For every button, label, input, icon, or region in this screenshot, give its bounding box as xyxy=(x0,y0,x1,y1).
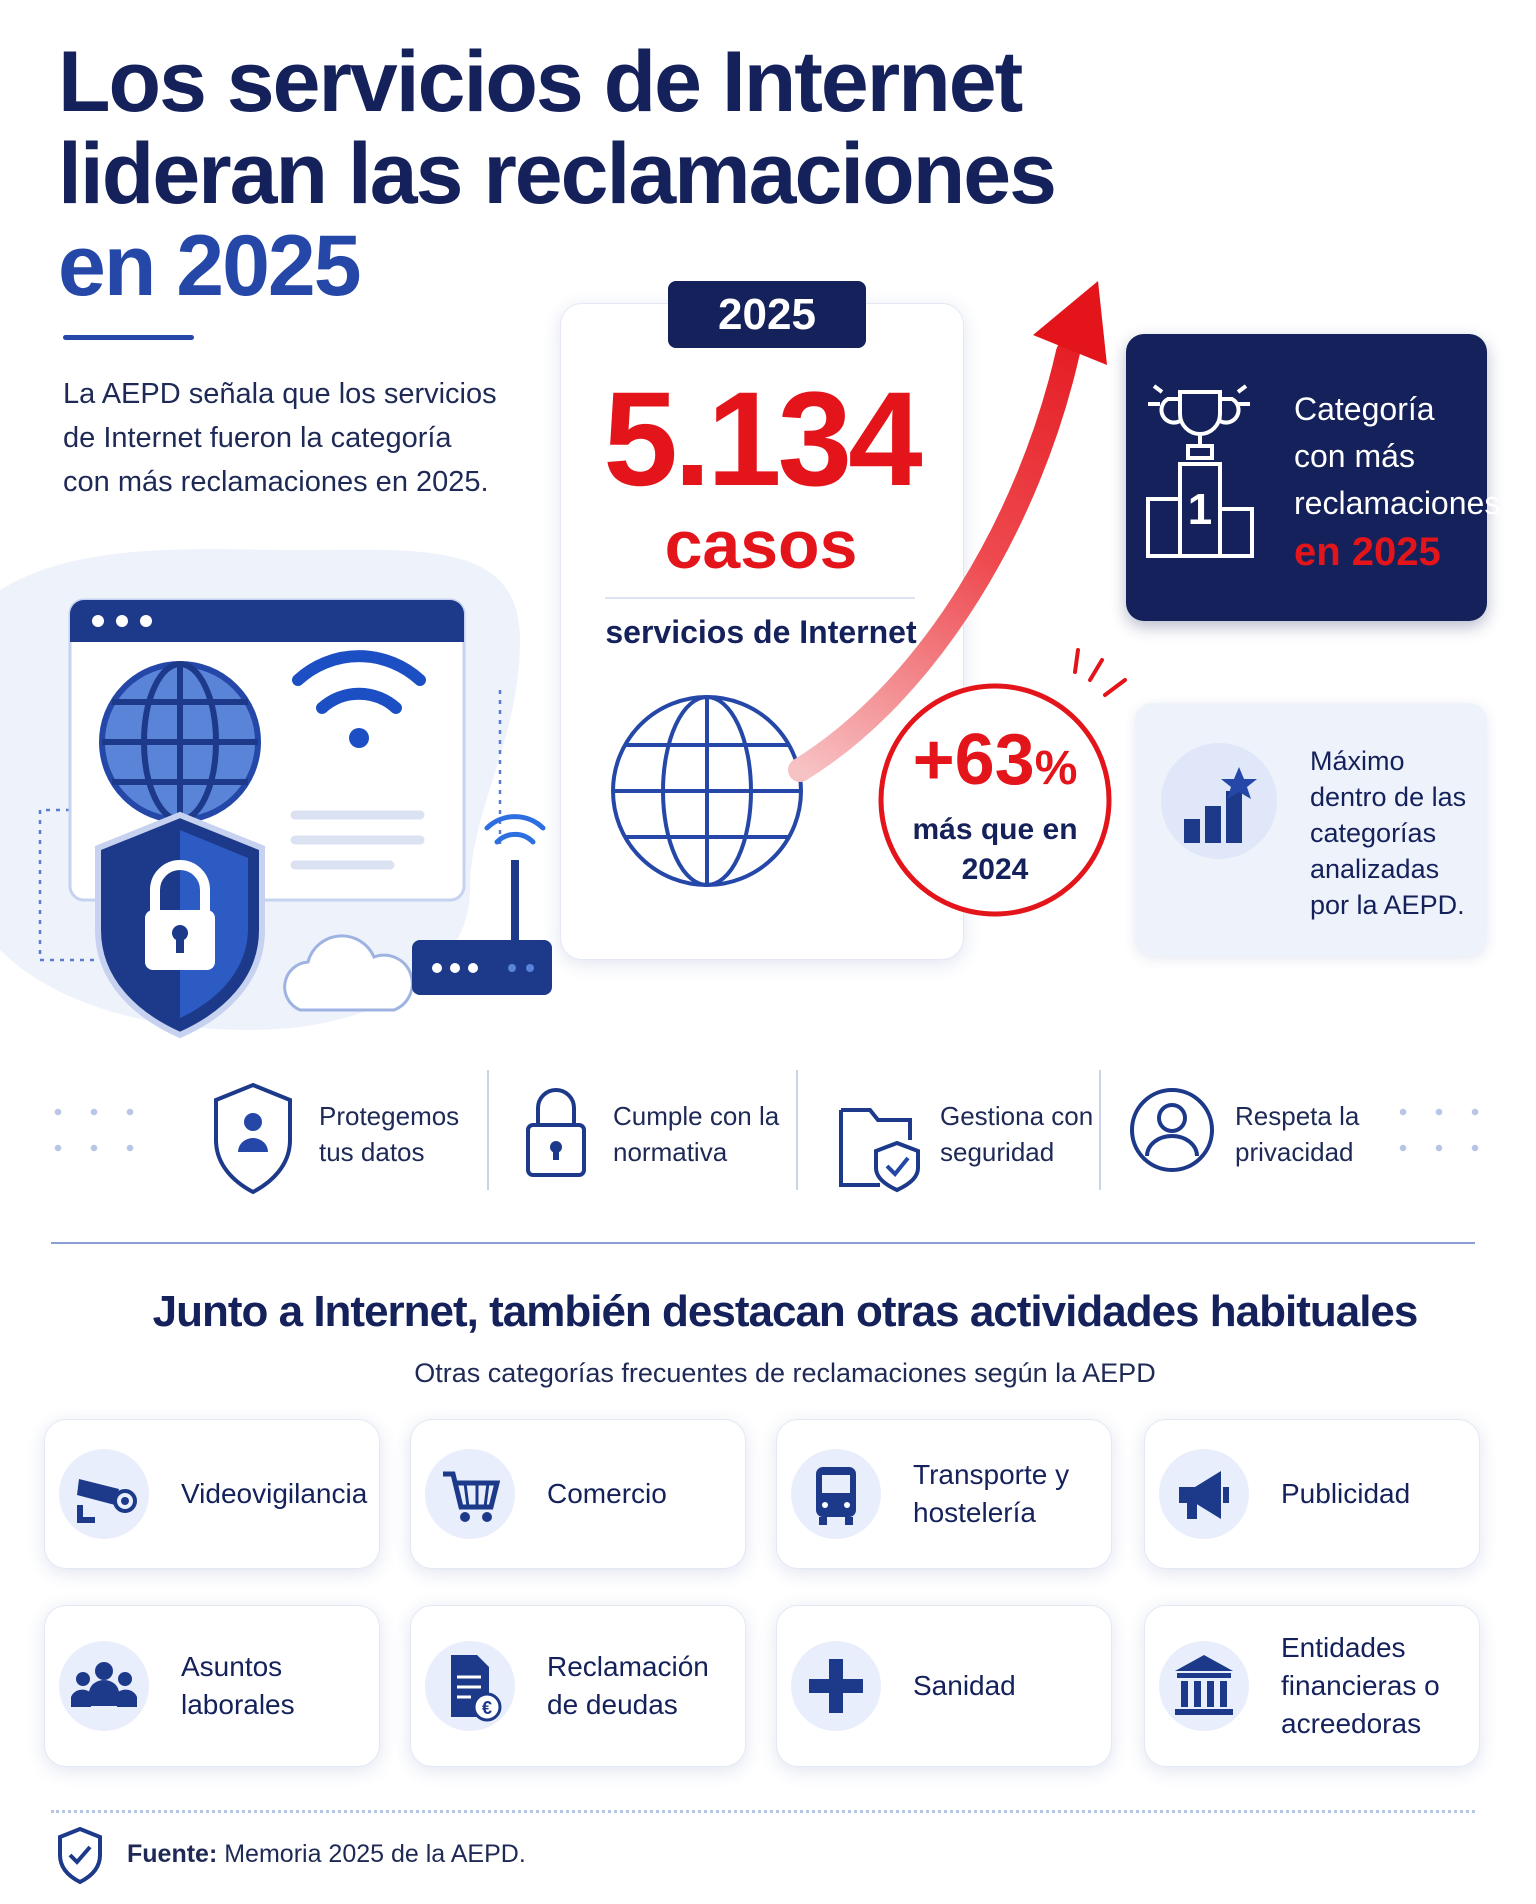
title-line: en 2025 xyxy=(58,218,362,314)
title-line: lideran las reclamaciones xyxy=(58,126,1057,222)
category-label: Asuntos laborales xyxy=(181,1651,295,1720)
category-label: Entidades financieras o acreedoras xyxy=(1281,1632,1440,1739)
feature-icons xyxy=(214,1070,1214,1195)
dots xyxy=(40,1094,150,1174)
growth-value-wrap: +63% xyxy=(881,720,1109,809)
dots xyxy=(1385,1094,1495,1174)
footer-shield xyxy=(58,1826,102,1885)
max-card: Máximo dentro de las categorías analizad… xyxy=(1135,703,1487,956)
category-label: Publicidad xyxy=(1281,1478,1411,1509)
intro: La AEPD señala que los servicios de Inte… xyxy=(63,378,497,498)
title-underline xyxy=(63,335,194,340)
category-card: Entidades financieras o acreedoras xyxy=(1144,1605,1480,1767)
growth-text: más que en 2024 xyxy=(912,813,1078,886)
people-icon xyxy=(71,1662,137,1707)
trophy-icon: 1 xyxy=(1146,384,1254,558)
section-rule xyxy=(51,1242,1475,1244)
bank-icon xyxy=(1175,1655,1233,1715)
growth-chart-icon xyxy=(1161,743,1277,859)
rank-label: Categoría con más reclamaciones xyxy=(1294,391,1501,521)
category-card: € Reclamación de deudas xyxy=(410,1605,746,1767)
case-number: 5.134 xyxy=(603,365,922,514)
center-graphics xyxy=(611,281,1127,917)
footer: Fuente: Memoria 2025 de la AEPD. xyxy=(127,1840,526,1869)
category-card: Sanidad xyxy=(776,1605,1112,1767)
health-icon xyxy=(809,1659,863,1713)
footer-text: Memoria 2025 de la AEPD. xyxy=(224,1840,526,1868)
rank-badge: 1 xyxy=(1188,485,1212,534)
year-badge: 2025 xyxy=(668,281,866,348)
category-card: Transporte y hostelería xyxy=(776,1419,1112,1569)
section-title: Junto a Internet, también destacan otras… xyxy=(152,1287,1419,1336)
bus-icon xyxy=(816,1467,856,1525)
category-name: servicios de Internet xyxy=(605,614,917,650)
growth-suffix: % xyxy=(1034,742,1078,795)
section-subtitle: Otras categorías frecuentes de reclamaci… xyxy=(414,1358,1156,1388)
max-text: Máximo dentro de las categorías analizad… xyxy=(1310,746,1467,920)
footer-rule xyxy=(51,1810,1475,1813)
megaphone-icon xyxy=(1179,1471,1229,1519)
rank-highlight: en 2025 xyxy=(1294,530,1441,574)
title-line: Los servicios de Internet xyxy=(58,34,1023,130)
feature-label: Respeta la privacidad xyxy=(1235,1101,1360,1167)
feature-label: Gestiona con seguridad xyxy=(940,1101,1094,1167)
footer-label: Fuente: xyxy=(127,1840,218,1868)
case-unit: casos xyxy=(664,507,858,583)
svg-text:€: € xyxy=(482,1698,492,1718)
invoice-icon: € xyxy=(451,1655,502,1722)
illustration xyxy=(0,549,552,1039)
category-card: Publicidad xyxy=(1144,1419,1480,1569)
category-label: Videovigilancia xyxy=(181,1478,368,1509)
camera-icon xyxy=(77,1479,137,1523)
growth-value: +63 xyxy=(912,720,1035,800)
title: Los servicios de Internet lideran las re… xyxy=(58,34,1057,314)
category-card: Asuntos laborales xyxy=(44,1605,380,1767)
category-label: Comercio xyxy=(547,1478,667,1509)
feature-label: Protegemos tus datos xyxy=(319,1101,460,1167)
cart-icon xyxy=(443,1471,501,1522)
category-label: Transporte y hostelería xyxy=(913,1459,1070,1528)
rank-card: 1 Categoría con más reclamaciones en 202… xyxy=(1126,334,1501,621)
feature-label: Cumple con la normativa xyxy=(613,1101,780,1167)
category-label: Sanidad xyxy=(913,1670,1016,1701)
category-card: Comercio xyxy=(410,1419,746,1569)
category-card: Videovigilancia xyxy=(44,1419,380,1569)
divider xyxy=(605,597,915,599)
category-label: Reclamación de deudas xyxy=(547,1651,709,1720)
